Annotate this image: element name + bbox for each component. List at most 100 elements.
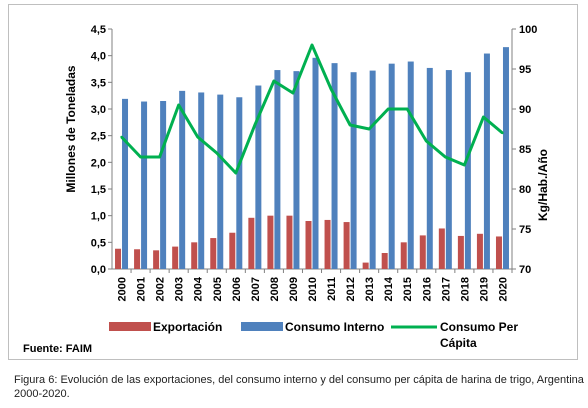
y-tick-label-left: 2,0 [91, 157, 106, 169]
bar-exportacion [153, 250, 160, 269]
x-tick-label: 2006 [231, 277, 243, 301]
bar-consumo-interno [217, 94, 224, 269]
bar-exportacion [381, 253, 388, 269]
bar-consumo-interno [255, 85, 262, 270]
bar-consumo-interno [426, 67, 433, 269]
legend: Exportación Consumo Interno Consumo Per … [109, 320, 518, 350]
bar-consumo-interno [293, 71, 300, 269]
point-consumo-per-capita [234, 171, 238, 175]
bar-exportacion [343, 222, 350, 269]
bar-consumo-interno [331, 63, 338, 270]
y-tick-label-right: 70 [519, 264, 531, 276]
bar-consumo-interno [483, 53, 490, 270]
point-consumo-per-capita [367, 127, 371, 131]
figure-caption: Figura 6: Evolución de las exportaciones… [14, 374, 584, 400]
bar-exportacion [476, 233, 483, 269]
point-consumo-per-capita [425, 139, 428, 143]
bar-consumo-interno [350, 72, 357, 269]
bar-consumo-interno [388, 63, 395, 269]
bar-exportacion [419, 235, 426, 269]
bar-consumo-interno [236, 97, 243, 270]
bar-exportacion [286, 215, 293, 269]
point-consumo-per-capita [501, 131, 504, 135]
point-consumo-per-capita [253, 123, 257, 127]
bar-consumo-interno [141, 101, 148, 270]
point-consumo-per-capita [139, 155, 142, 159]
point-consumo-per-capita [291, 91, 295, 95]
point-consumo-per-capita [444, 155, 447, 159]
point-consumo-per-capita [406, 107, 409, 111]
point-consumo-per-capita [386, 107, 390, 111]
legend-label-consumo-interno: Consumo Interno [285, 320, 384, 334]
point-consumo-per-capita [177, 103, 180, 107]
bar-exportacion [172, 246, 179, 269]
bar-consumo-interno [312, 57, 319, 269]
x-tick-label: 2013 [364, 277, 376, 301]
x-tick-label: 2000 [117, 277, 129, 301]
x-tick-label: 2009 [288, 277, 300, 301]
bar-exportacion [438, 228, 445, 269]
point-consumo-per-capita [310, 43, 314, 47]
bar-exportacion [210, 238, 217, 269]
legend-label-exportacion: Exportación [153, 320, 222, 334]
point-consumo-per-capita [272, 79, 276, 83]
x-tick-label: 2016 [421, 277, 433, 301]
y-tick-label-left: 4,0 [91, 51, 106, 63]
point-consumo-per-capita [196, 135, 199, 139]
x-tick-label: 2007 [250, 277, 262, 301]
y-tick-label-right: 95 [519, 64, 531, 76]
legend-label-per-capita-line1: Consumo Per [440, 320, 518, 334]
point-consumo-per-capita [329, 87, 333, 91]
chart-frame: 0,0 0,5 1,0 1,5 2,0 2,5 3,0 3,5 4,0 4,5 70 75 80 85 90… [8, 4, 578, 360]
y-tick-label-left: 3,5 [91, 77, 106, 89]
x-tick-label: 2004 [193, 276, 205, 301]
bar-exportacion [324, 219, 331, 269]
y-tick-label-left: 0,0 [91, 264, 106, 276]
y-axis-title-right: Kg/Hab./Año [536, 149, 550, 221]
bar-consumo-interno [122, 98, 129, 269]
bar-exportacion [267, 215, 274, 269]
bar-consumo-interno [502, 47, 509, 270]
bar-exportacion [495, 236, 502, 269]
combo-chart: 0,0 0,5 1,0 1,5 2,0 2,5 3,0 3,5 4,0 4,5 70 75 80 85 90… [23, 24, 550, 355]
y-axis-title-left: Millones de Toneladas [64, 65, 78, 192]
y-tick-label-right: 85 [519, 144, 531, 156]
line-consumo-per-capita [120, 43, 504, 175]
x-tick-label: 2001 [136, 277, 148, 301]
legend-swatch-consumo-interno [241, 322, 283, 331]
source-note: Fuente: FAIM [23, 343, 92, 355]
bar-exportacion [457, 235, 464, 269]
legend-label-per-capita-line2: Cápita [440, 336, 477, 350]
bar-consumo-interno [274, 70, 281, 269]
y-tick-label-left: 3,0 [91, 104, 106, 116]
x-tick-label: 2002 [155, 277, 167, 301]
point-consumo-per-capita [348, 123, 352, 127]
bar-exportacion [229, 232, 236, 269]
bar-exportacion [115, 248, 122, 269]
legend-swatch-exportacion [109, 322, 151, 331]
y-tick-label-left: 2,5 [91, 131, 106, 143]
y-tick-label-right: 75 [519, 224, 531, 236]
y-tick-label-right: 80 [519, 184, 531, 196]
point-consumo-per-capita [482, 115, 485, 119]
x-tick-label: 2003 [174, 277, 186, 301]
y-tick-label-right: 100 [519, 24, 537, 36]
x-tick-label: 2017 [440, 277, 452, 301]
bar-consumo-interno [179, 90, 186, 269]
y-tick-label-left: 1,5 [91, 184, 106, 196]
bar-consumo-interno [445, 70, 452, 269]
point-consumo-per-capita [158, 155, 161, 159]
point-consumo-per-capita [120, 135, 123, 139]
bar-exportacion [305, 221, 312, 269]
bar-consumo-interno [464, 72, 471, 269]
bar-consumo-interno [198, 92, 205, 269]
x-tick-label: 2014 [383, 276, 395, 301]
point-consumo-per-capita [463, 163, 466, 167]
x-tick-label: 2010 [307, 277, 319, 301]
y-tick-label-left: 1,0 [91, 211, 106, 223]
x-tick-label: 2008 [269, 277, 281, 301]
bar-exportacion [400, 242, 407, 269]
bar-consumo-interno [160, 101, 167, 269]
bar-exportacion [191, 242, 198, 269]
x-tick-label: 2005 [212, 277, 224, 301]
